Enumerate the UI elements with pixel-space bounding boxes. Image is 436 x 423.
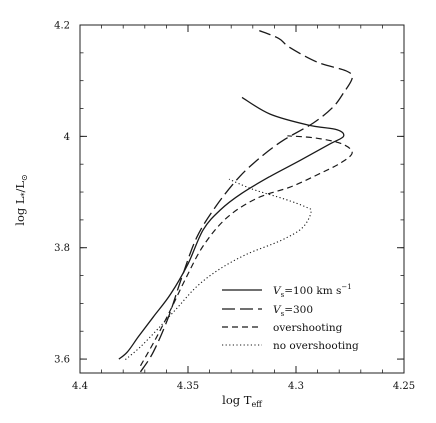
legend-label-v100: Vs=100 km s−1 <box>273 283 352 299</box>
y-tick-label: 3.8 <box>54 243 70 254</box>
y-tick-label: 3.6 <box>54 355 70 366</box>
legend-text: =100 km s <box>284 285 341 297</box>
legend-text: =300 <box>284 304 313 316</box>
y-axis-label-tail: /L <box>13 181 27 193</box>
legend-label-overshooting: overshooting <box>273 322 343 334</box>
series-layer <box>118 29 353 373</box>
x-axis-label-subscript: eff <box>251 400 263 409</box>
legend-label-no_overshooting: no overshooting <box>273 340 359 352</box>
legend-label-v300: Vs=300 <box>273 304 313 318</box>
x-tick-label: 4.35 <box>177 381 199 392</box>
x-axis-label-main: log T <box>222 393 252 407</box>
legend-subscript: s <box>281 310 285 318</box>
x-axis-label: log Teff <box>222 393 263 409</box>
legend-text: overshooting <box>273 322 343 334</box>
series-line-v100 <box>118 96 345 360</box>
series-line-v300 <box>139 29 353 373</box>
x-tick-label: 4.25 <box>393 381 415 392</box>
legend-subscript: s <box>281 291 285 299</box>
y-axis-label-main: log L <box>13 196 27 226</box>
legend-symbol: V <box>273 285 282 297</box>
legend-symbol: V <box>273 304 282 316</box>
y-axis-label: log L*/L⊙ <box>13 174 29 225</box>
plot-frame <box>79 24 405 374</box>
y-tick-label: 4.2 <box>54 21 70 32</box>
legend-superscript: −1 <box>341 283 351 291</box>
axis-labels: log Teff log L*/L⊙ <box>13 174 263 409</box>
x-tick-label: 4.3 <box>288 381 304 392</box>
y-axis-label-subscript: * <box>20 192 29 196</box>
y-tick-label: 4 <box>64 132 70 143</box>
y-axis-label-sun-symbol: ⊙ <box>20 174 29 181</box>
axes-layer: 4.4 4.35 4.3 4.25 3.6 3.8 4 4.2 <box>54 21 415 393</box>
x-tick-label: 4.4 <box>72 381 88 392</box>
series-line-no_overshooting <box>125 178 312 361</box>
legend-text: no overshooting <box>273 340 359 352</box>
